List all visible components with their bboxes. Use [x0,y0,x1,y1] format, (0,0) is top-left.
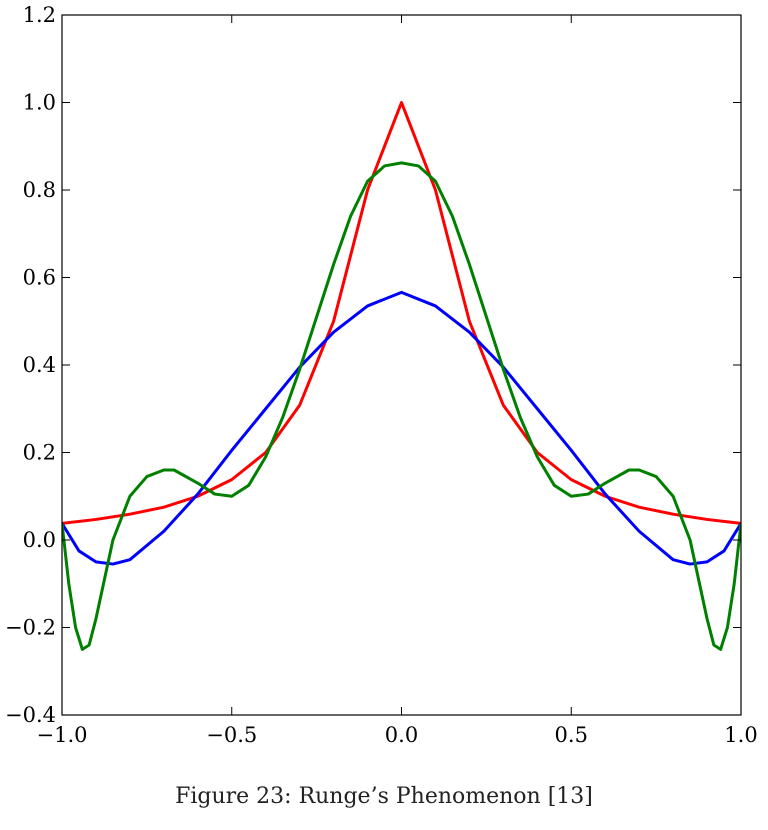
series-line-1 [62,290,741,566]
series-line-0 [62,101,741,525]
y-tick-label: 0.0 [23,528,56,552]
y-tick-label: −0.4 [5,703,56,727]
y-tick-label: 0.2 [23,441,56,465]
y-tick-label: 1.2 [23,3,56,27]
figure-caption: Figure 23: Runge’s Phenomenon [13] [175,784,593,809]
y-tick-label: 0.4 [23,353,56,377]
runge-chart: −1.0 −0.5 0.0 0.5 1.0 −0.4 −0.2 0.0 0.2 0.4 0.6 0.8… [5,3,758,747]
y-tick-label: −0.2 [5,616,56,640]
plot-frame [61,14,742,716]
tick-layer: −1.0 −0.5 0.0 0.5 1.0 −0.4 −0.2 0.0 0.2 0.4 0.6 0.8… [5,3,758,747]
y-tick-label: 0.8 [23,178,56,202]
y-tick-label: 1.0 [23,91,56,115]
x-tick-label: −0.5 [206,723,257,747]
series-line-2 [62,161,741,651]
y-tick-label: 0.6 [23,266,56,290]
x-tick-label: 1.0 [724,723,757,747]
x-tick-label: 0.0 [385,723,418,747]
series-layer [62,101,741,651]
x-tick-label: −1.0 [37,723,88,747]
x-tick-label: 0.5 [555,723,588,747]
